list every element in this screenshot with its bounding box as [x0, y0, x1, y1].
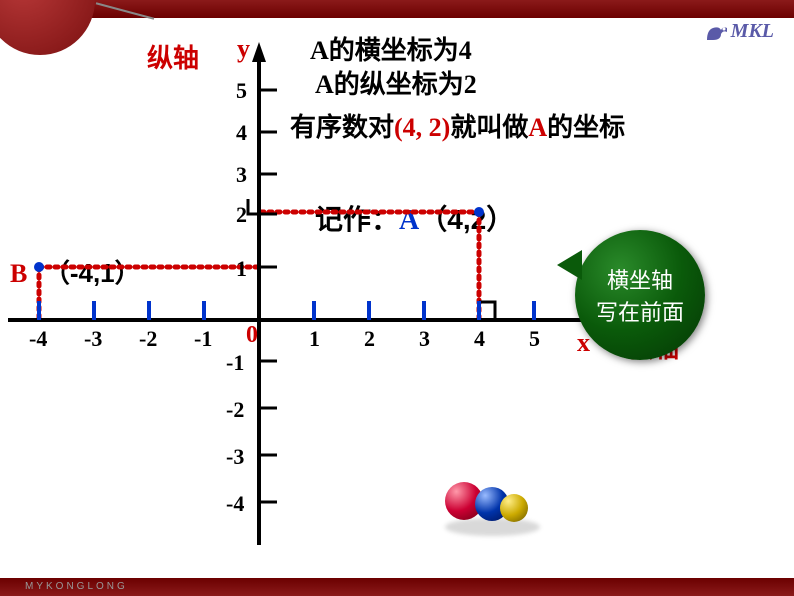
callout-line-1: 横坐轴 — [607, 263, 673, 295]
svg-text:-1: -1 — [226, 350, 244, 375]
svg-text:3: 3 — [236, 162, 247, 187]
svg-text:-4: -4 — [29, 326, 47, 351]
svg-text:-4: -4 — [226, 491, 244, 516]
callout-bubble: 横坐轴 写在前面 — [575, 230, 705, 360]
y-ticks — [259, 90, 277, 502]
callout-tail-icon — [557, 250, 582, 280]
svg-text:-3: -3 — [84, 326, 102, 351]
svg-text:3: 3 — [419, 326, 430, 351]
svg-text:-2: -2 — [226, 397, 244, 422]
svg-text:-1: -1 — [194, 326, 212, 351]
footer-text: MYKONGLONG — [25, 581, 128, 592]
svg-text:5: 5 — [529, 326, 540, 351]
svg-text:4: 4 — [474, 326, 485, 351]
origin-label: 0 — [246, 322, 258, 349]
y-axis-arrow — [252, 42, 266, 62]
callout-line-2: 写在前面 — [596, 295, 684, 327]
svg-text:2: 2 — [236, 202, 247, 227]
svg-text:5: 5 — [236, 78, 247, 103]
main-content: 纵轴 y A的横坐标为4 A的纵坐标为2 有序数对(4, 2)就叫做A的坐标 记… — [0, 20, 794, 578]
marble-yellow — [500, 494, 528, 522]
svg-text:-3: -3 — [226, 444, 244, 469]
x-tick-labels: -4 -3 -2 -1 1 2 3 4 5 — [29, 326, 540, 351]
header-bar — [0, 0, 794, 18]
svg-text:1: 1 — [309, 326, 320, 351]
header-ornament-line — [96, 2, 154, 19]
x-ticks — [39, 301, 534, 320]
footer-bar: MYKONGLONG — [0, 578, 794, 596]
svg-text:2: 2 — [364, 326, 375, 351]
svg-text:-2: -2 — [139, 326, 157, 351]
svg-text:4: 4 — [236, 120, 247, 145]
point-a — [474, 207, 484, 217]
coordinate-plane: -4 -3 -2 -1 1 2 3 4 5 1 2 3 4 5 -1 -2 -3 -4 — [0, 20, 660, 580]
point-b-marker — [34, 262, 44, 272]
y-tick-labels: 1 2 3 4 5 -1 -2 -3 -4 — [226, 78, 247, 516]
svg-text:1: 1 — [236, 256, 247, 281]
